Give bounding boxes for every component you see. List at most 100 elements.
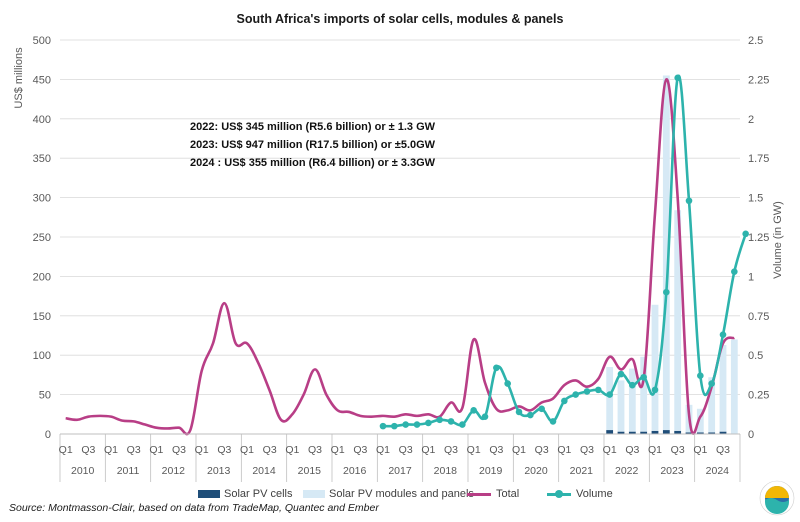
point-volume [436,416,443,424]
point-volume [629,381,636,389]
x-quarter-label: Q3 [127,444,141,456]
point-volume [504,380,511,387]
bar-solar-pv-cells [662,430,670,434]
x-year-label: 2017 [388,465,412,477]
point-volume [413,421,421,428]
point-volume [640,373,647,381]
annotation-2023: 2023: US$ 947 million (R17.5 billion) or… [190,139,436,151]
x-year-label: 2018 [434,465,458,477]
x-quarter-label: Q1 [693,444,707,456]
point-volume [731,268,738,275]
y-tick-label: 500 [33,35,51,47]
x-quarter-label: Q3 [399,444,413,456]
point-volume [447,418,455,425]
point-volume [481,413,489,420]
point-volume [697,372,704,379]
bar-solar-pv-modules [719,344,727,432]
x-quarter-label: Q3 [172,444,186,456]
y2-tick-label: 1.75 [748,153,769,165]
y-axis-ticks: 0 50 100 150 200 250 300 350 400 450 500 [33,35,51,441]
legend-item-volume: Volume [547,488,613,500]
point-volume [583,388,591,395]
y2-axis-ticks: 0 0.25 0.5 0.75 1 1.25 1.5 1.75 2 2.25 2.5 [748,35,769,441]
bar-solar-pv-cells [696,432,704,434]
x-year-label: 2020 [524,465,548,477]
annotations: 2022: US$ 345 million (R5.6 billion) or … [190,121,436,169]
point-volume [470,407,477,414]
y-tick-label: 200 [33,271,51,283]
point-volume [538,405,545,413]
legend-item-cells: Solar PV cells [198,488,292,500]
x-year-label: 2023 [660,465,684,477]
bar-solar-pv-cells [651,430,659,434]
x-quarter-label: Q1 [285,444,299,456]
x-quarter-label: Q3 [444,444,458,456]
point-volume [572,391,579,398]
y-tick-label: 100 [33,350,51,362]
line-volume [382,74,747,428]
x-quarter-label: Q3 [489,444,503,456]
point-volume [402,421,409,428]
x-quarter-label: Q1 [512,444,526,456]
point-volume [617,370,625,378]
x-quarter-label: Q1 [104,444,118,456]
x-year-label: 2024 [706,465,730,477]
y2-tick-label: 0.5 [748,350,763,362]
x-year-label: 2019 [479,465,503,477]
legend-swatch-total [467,492,491,496]
x-year-label: 2022 [615,465,639,477]
point-volume [515,408,523,416]
bar-solar-pv-cells [674,430,682,434]
point-volume [651,386,659,394]
legend-label-cells: Solar PV cells [224,488,293,500]
bar-solar-pv-modules [662,75,670,431]
x-year-label: 2016 [343,465,367,477]
x-quarter-label: Q3 [716,444,730,456]
bar-solar-pv-modules [640,356,648,432]
x-year-label: 2015 [298,465,322,477]
line-series [65,74,749,436]
legend-item-modules: Solar PV modules and panels [303,488,474,500]
y2-tick-label: 2.5 [748,35,763,47]
annotation-2024: 2024 : US$ 355 million (R6.4 billion) or… [190,157,436,169]
x-quarter-label: Q1 [59,444,73,456]
legend-swatch-volume [547,489,571,498]
x-quarter-label: Q1 [331,444,345,456]
point-volume [674,74,681,82]
bar-solar-pv-modules [674,210,682,431]
y2-tick-label: 1.5 [748,193,763,205]
x-quarter-label: Q1 [240,444,254,456]
x-quarter-label: Q3 [535,444,549,456]
y2-tick-label: 2.25 [748,74,769,86]
legend-label-modules: Solar PV modules and panels [329,488,474,500]
bar-solar-pv-modules [628,368,636,432]
x-quarter-label: Q1 [557,444,571,456]
x-quarter-label: Q1 [648,444,662,456]
y-tick-label: 450 [33,74,51,86]
y-tick-label: 400 [33,114,51,126]
y-tick-label: 350 [33,153,51,165]
y2-tick-label: 1.25 [748,232,769,244]
point-volume [606,391,613,398]
x-quarter-label: Q3 [217,444,231,456]
point-volume [493,364,500,372]
x-quarter-label: Q3 [625,444,639,456]
legend-label-total: Total [496,488,520,500]
y2-tick-label: 2 [748,114,754,126]
bar-solar-pv-cells [628,431,636,434]
bar-solar-pv-cells [617,431,625,434]
chart-title: South Africa's imports of solar cells, m… [237,12,564,26]
x-quarter-label: Q3 [671,444,685,456]
x-year-label: 2010 [71,465,95,477]
bar-series [606,75,738,434]
x-quarter-label: Q3 [308,444,322,456]
bar-solar-pv-cells [708,432,716,434]
x-quarter-label: Q1 [421,444,435,456]
point-volume [379,422,387,430]
bar-solar-pv-cells [606,430,614,434]
point-volume [742,230,749,238]
y2-axis-label: Volume (in GW) [772,201,784,279]
y2-tick-label: 0.75 [748,311,769,323]
x-quarter-label: Q3 [580,444,594,456]
